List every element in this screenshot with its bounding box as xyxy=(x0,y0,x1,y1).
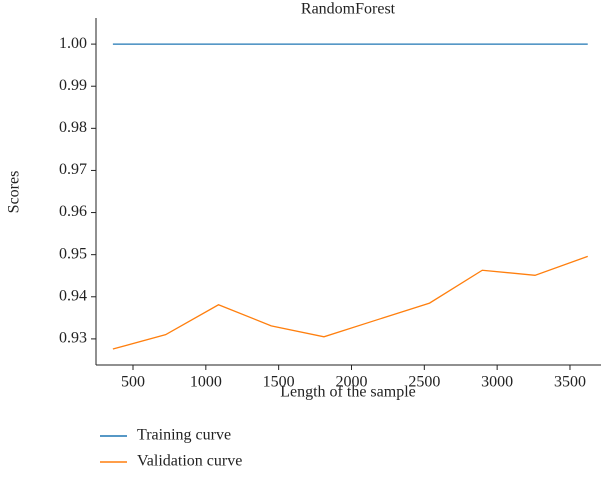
x-tick-label: 3000 xyxy=(481,374,513,391)
x-tick-label: 1000 xyxy=(190,374,222,391)
y-tick-label: 0.95 xyxy=(59,245,87,262)
x-tick-label: 1500 xyxy=(263,374,295,391)
y-tick-label: 0.94 xyxy=(59,287,87,304)
x-tick-label: 3500 xyxy=(554,374,586,391)
y-tick-label: 0.96 xyxy=(59,203,87,220)
x-tick-label: 2500 xyxy=(408,374,440,391)
y-tick-label: 0.97 xyxy=(59,161,87,178)
y-axis-label: Scores xyxy=(6,171,23,214)
x-tick-label: 500 xyxy=(121,374,145,391)
y-tick-label: 1.00 xyxy=(59,35,87,52)
y-tick-label: 0.99 xyxy=(59,77,87,94)
y-tick-label: 0.93 xyxy=(59,330,87,347)
x-tick-label: 2000 xyxy=(335,374,367,391)
y-tick-label: 0.98 xyxy=(59,119,87,136)
legend-label: Training curve xyxy=(137,427,231,444)
x-axis-label: Length of the sample xyxy=(280,384,416,401)
chart-title: RandomForest xyxy=(301,1,396,18)
series-line xyxy=(112,255,588,350)
legend-label: Validation curve xyxy=(137,453,242,470)
